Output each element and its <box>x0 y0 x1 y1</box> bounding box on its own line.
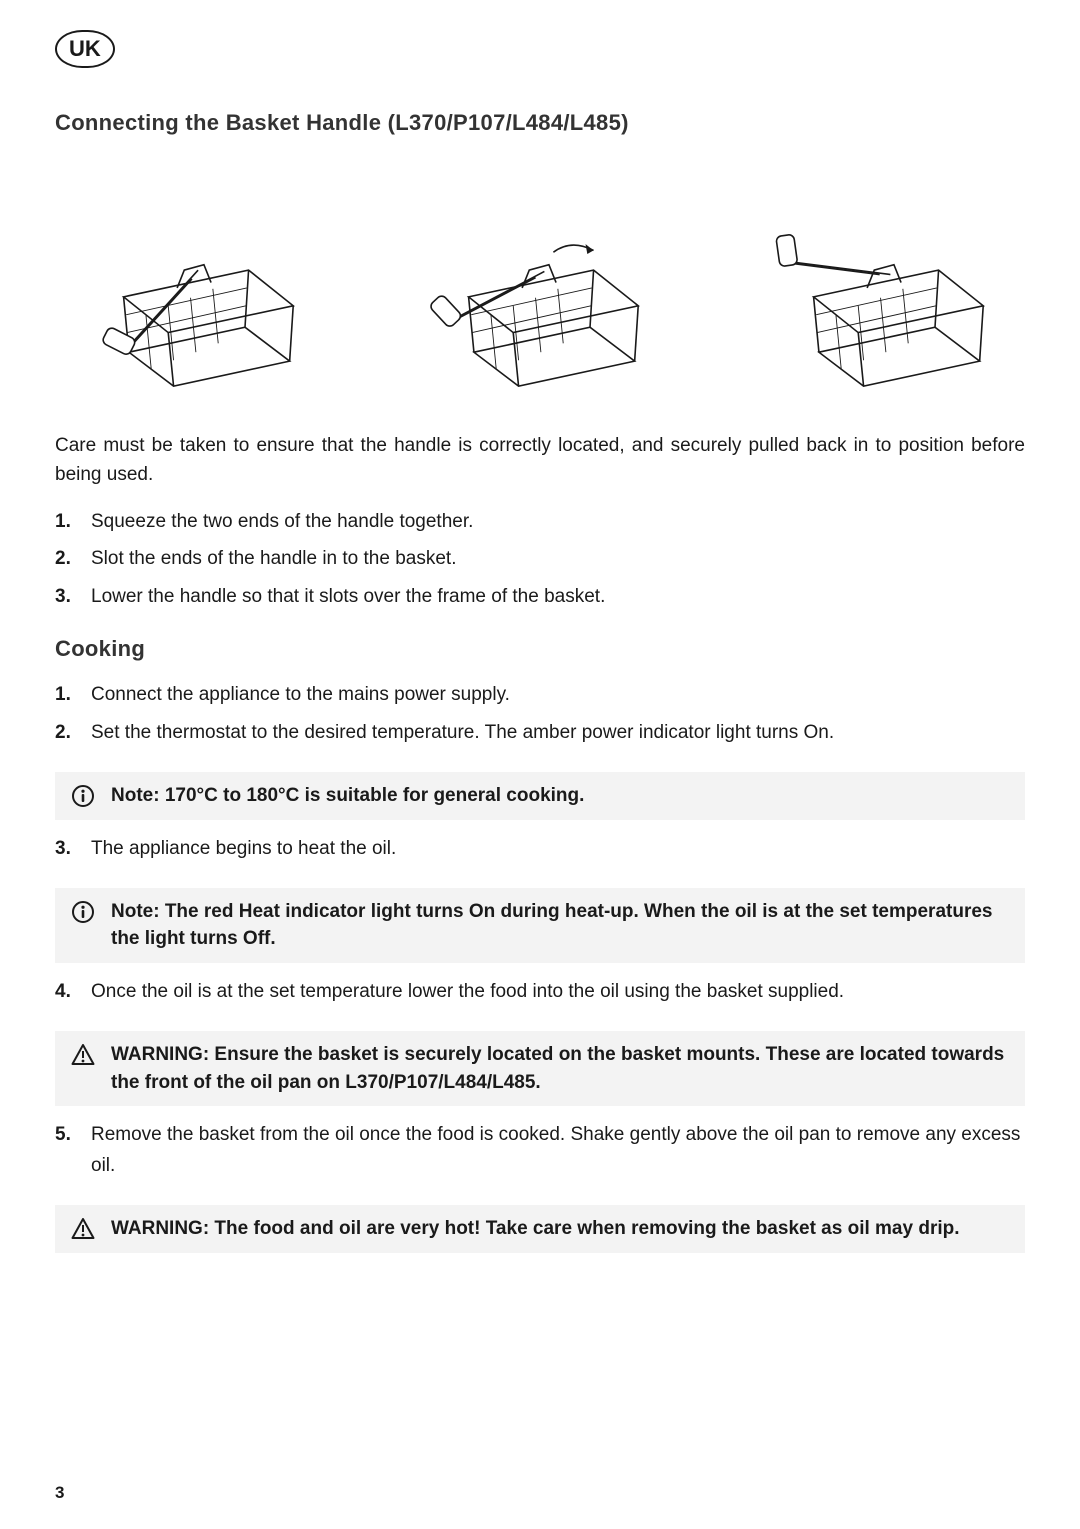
figure-basket-2 <box>400 154 680 404</box>
list-item: Slot the ends of the handle in to the ba… <box>55 544 1025 574</box>
section1-intro: Care must be taken to ensure that the ha… <box>55 432 1025 489</box>
callout-text: Note: 170°C to 180°C is suitable for gen… <box>111 782 1011 810</box>
warning-callout: WARNING: Ensure the basket is securely l… <box>55 1031 1025 1106</box>
figure-basket-3 <box>745 154 1025 404</box>
info-icon <box>69 782 97 808</box>
page-number: 3 <box>55 1483 64 1503</box>
note-callout: Note: 170°C to 180°C is suitable for gen… <box>55 772 1025 820</box>
cooking-steps: Connect the appliance to the mains power… <box>55 680 1025 748</box>
cooking-steps: Remove the basket from the oil once the … <box>55 1120 1025 1181</box>
section1-steps: Squeeze the two ends of the handle toget… <box>55 507 1025 612</box>
warning-icon <box>69 1215 97 1241</box>
cooking-content: Connect the appliance to the mains power… <box>55 680 1025 1253</box>
info-icon <box>69 898 97 924</box>
note-callout: Note: The red Heat indicator light turns… <box>55 888 1025 963</box>
list-item: Once the oil is at the set temperature l… <box>55 977 1025 1007</box>
warning-callout: WARNING: The food and oil are very hot! … <box>55 1205 1025 1253</box>
cooking-steps: Once the oil is at the set temperature l… <box>55 977 1025 1007</box>
callout-text: WARNING: Ensure the basket is securely l… <box>111 1041 1011 1096</box>
figure-basket-1 <box>55 154 335 404</box>
list-item: Squeeze the two ends of the handle toget… <box>55 507 1025 537</box>
list-item: Remove the basket from the oil once the … <box>55 1120 1025 1181</box>
cooking-steps: The appliance begins to heat the oil. <box>55 834 1025 864</box>
list-item: The appliance begins to heat the oil. <box>55 834 1025 864</box>
list-item: Lower the handle so that it slots over t… <box>55 582 1025 612</box>
region-badge: UK <box>55 30 115 68</box>
section-title-basket-handle: Connecting the Basket Handle (L370/P107/… <box>55 110 1025 136</box>
list-item: Connect the appliance to the mains power… <box>55 680 1025 710</box>
section-title-cooking: Cooking <box>55 636 1025 662</box>
figure-row <box>55 154 1025 404</box>
callout-text: Note: The red Heat indicator light turns… <box>111 898 1011 953</box>
callout-text: WARNING: The food and oil are very hot! … <box>111 1215 1011 1243</box>
warning-icon <box>69 1041 97 1067</box>
list-item: Set the thermostat to the desired temper… <box>55 718 1025 748</box>
